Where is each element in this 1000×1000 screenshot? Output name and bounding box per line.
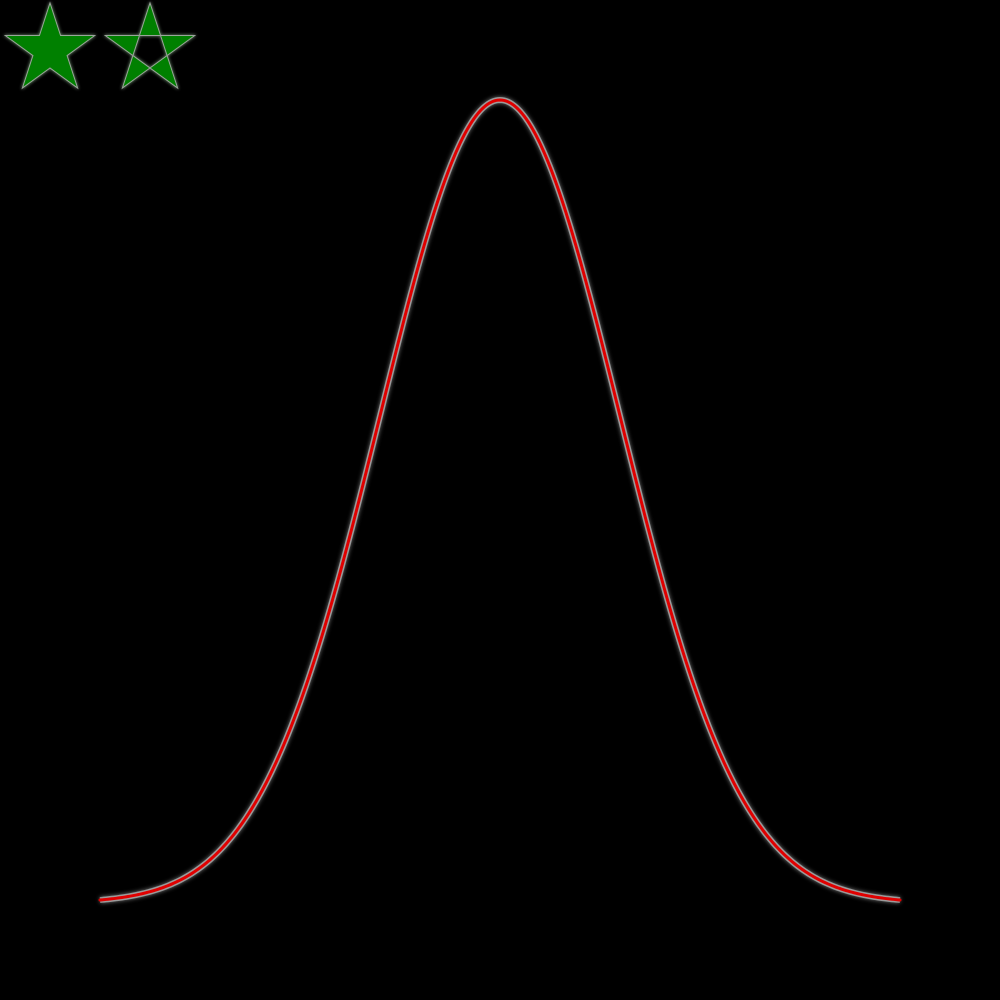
chart-plot-area [98, 96, 902, 903]
star-solid-icon [3, 1, 97, 90]
rating-stars [3, 1, 197, 90]
star-hollow-icon [103, 1, 197, 90]
series-line [98, 98, 902, 902]
